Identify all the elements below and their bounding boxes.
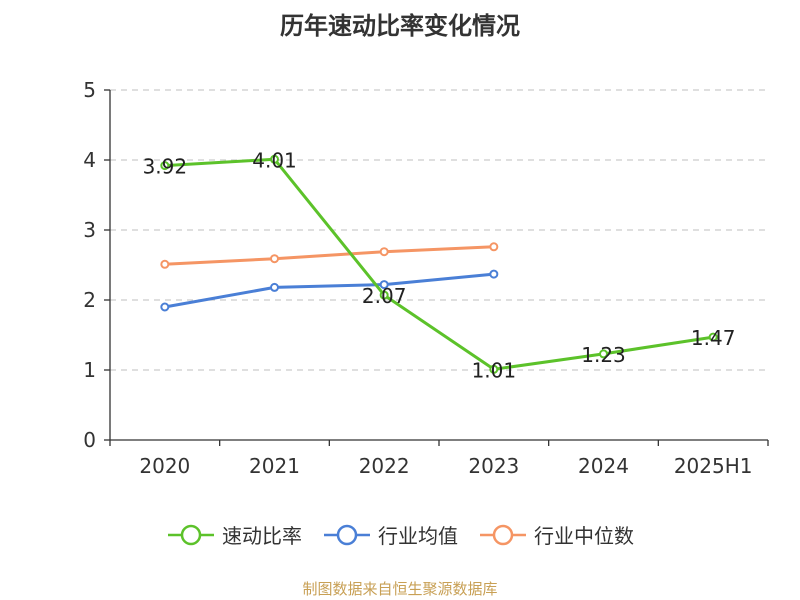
data-point (379, 280, 389, 290)
data-label: 1.47 (691, 326, 736, 350)
data-label: 4.01 (252, 148, 297, 172)
y-tick-label: 3 (83, 218, 96, 242)
data-point (160, 259, 170, 269)
series-line (164, 157, 714, 371)
series-line (164, 245, 494, 266)
data-point (379, 247, 389, 257)
y-tick-label: 1 (83, 358, 96, 382)
data-point (160, 302, 170, 312)
legend-label: 行业均值 (378, 524, 458, 548)
legend-label: 行业中位数 (534, 524, 634, 548)
source-note: 制图数据来自恒生聚源数据库 (302, 580, 498, 598)
y-tick-label: 4 (83, 148, 96, 172)
data-point (599, 349, 608, 359)
legend-swatch-icon (168, 524, 214, 545)
legend-item: 速动比率 (166, 520, 302, 549)
data-point (270, 282, 279, 292)
x-tick-label: 2024 (578, 454, 629, 478)
legend-label: 速动比率 (222, 524, 302, 548)
x-tick-label: 2021 (249, 454, 300, 478)
legend-swatch-icon (324, 524, 370, 545)
data-point (489, 364, 499, 374)
data-point (379, 290, 389, 300)
data-label: 1.23 (581, 343, 626, 367)
data-label: 3.92 (143, 155, 188, 179)
series-line (164, 272, 494, 309)
legend-item: 行业中位数 (478, 520, 634, 549)
x-tick-label: 2022 (359, 454, 410, 478)
x-tick-label: 2020 (139, 454, 190, 478)
data-point (270, 254, 279, 264)
chart-title: 历年速动比率变化情况 (280, 12, 520, 40)
data-point (160, 161, 170, 171)
data-point (270, 154, 279, 164)
x-tick-label: 2025H1 (674, 454, 753, 478)
legend: 速动比率 行业均值 行业中位数 (0, 520, 800, 549)
data-point (489, 242, 499, 252)
data-point (489, 269, 499, 279)
legend-swatch-icon (480, 524, 526, 545)
x-tick-label: 2023 (468, 454, 519, 478)
data-label: 2.07 (362, 284, 407, 308)
y-tick-label: 2 (83, 288, 96, 312)
data-label: 1.01 (472, 358, 517, 382)
y-tick-label: 5 (83, 78, 96, 102)
data-point (708, 332, 718, 342)
y-tick-label: 0 (83, 428, 96, 452)
legend-item: 行业均值 (322, 520, 458, 549)
